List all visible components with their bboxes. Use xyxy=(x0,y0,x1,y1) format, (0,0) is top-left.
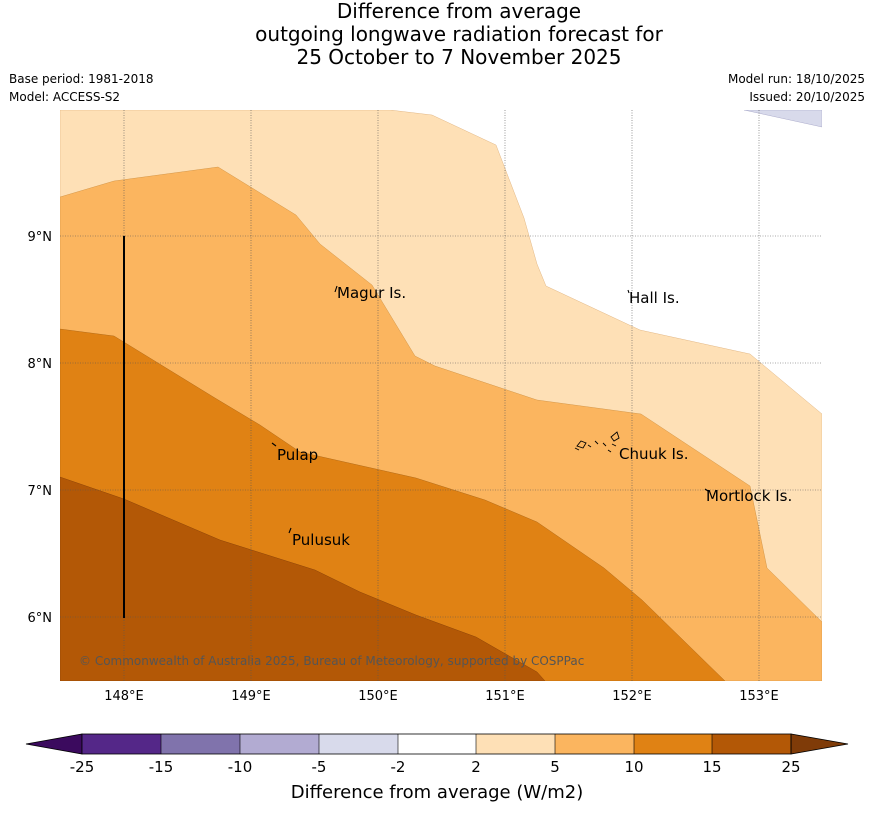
colorbar-tick-1: -25 xyxy=(70,758,95,776)
pulap-island-shape xyxy=(271,442,277,447)
title-line-2: outgoing longwave radiation forecast for xyxy=(255,22,663,46)
place-label-pulap: Pulap xyxy=(277,446,318,464)
colorbar-segment-4 xyxy=(319,734,398,754)
colorbar-segment-3 xyxy=(240,734,319,754)
gridlines xyxy=(60,110,822,681)
colorbar-segment-2 xyxy=(161,734,240,754)
place-label-magur: Magur Is. xyxy=(337,284,406,302)
contour-band-15-25 xyxy=(60,476,546,681)
meta-left: Base period: 1981-2018 Model: ACCESS-S2 xyxy=(9,70,154,106)
colorbar: -25 -15 -10 -5 -2 2 5 10 15 25 Differenc… xyxy=(25,733,849,803)
colorbar-segment-5 xyxy=(398,734,476,754)
lon-label-148e: 148°E xyxy=(104,689,144,704)
magur-island-shape xyxy=(334,285,338,293)
map-area: © Commonwealth of Australia 2025, Bureau… xyxy=(60,110,822,681)
colorbar-segment-8 xyxy=(634,734,712,754)
copyright-text: © Commonwealth of Australia 2025, Bureau… xyxy=(79,654,584,668)
pulusuk-island-shape xyxy=(288,527,292,534)
title-line-1: Difference from average xyxy=(336,0,582,23)
colorbar-tick-9: 15 xyxy=(702,758,721,776)
chuuk-lagoon-shape xyxy=(574,431,620,453)
colorbar-tick-7: 5 xyxy=(550,758,560,776)
lat-label-8n: 8°N xyxy=(28,357,53,372)
lon-label-152e: 152°E xyxy=(612,689,652,704)
lat-label-9n: 9°N xyxy=(28,230,53,245)
title-line-3: 25 October to 7 November 2025 xyxy=(296,45,622,69)
model-run: Model run: 18/10/2025 xyxy=(727,72,865,86)
colorbar-tick-8: 10 xyxy=(624,758,643,776)
colorbar-extend-low xyxy=(25,733,83,755)
colorbar-dividers xyxy=(160,734,713,754)
lon-labels: 148°E 149°E 150°E 151°E 152°E 153°E xyxy=(104,689,779,704)
place-label-mortlock: Mortlock Is. xyxy=(706,487,792,505)
colorbar-tick-2: -15 xyxy=(149,758,174,776)
colorbar-ticks: -25 -15 -10 -5 -2 2 5 10 15 25 xyxy=(70,758,801,776)
colorbar-segment-9 xyxy=(712,734,791,754)
colorbar-segment-6 xyxy=(476,734,555,754)
island-shapes xyxy=(271,285,709,534)
lon-label-151e: 151°E xyxy=(485,689,525,704)
colorbar-tick-6: 2 xyxy=(471,758,481,776)
negative-anomaly-wedge xyxy=(743,110,822,128)
place-label-hall: Hall Is. xyxy=(629,289,680,307)
meta-right: Model run: 18/10/2025 Issued: 20/10/2025 xyxy=(728,70,865,106)
lon-label-149e: 149°E xyxy=(231,689,271,704)
colorbar-segment-1 xyxy=(82,734,161,754)
colorbar-tick-4: -5 xyxy=(312,758,327,776)
colorbar-outline xyxy=(81,733,792,755)
place-label-pulusuk: Pulusuk xyxy=(292,531,350,549)
lat-labels: 9°N 8°N 7°N 6°N xyxy=(28,230,53,626)
lat-label-6n: 6°N xyxy=(28,611,53,626)
colorbar-tick-5: -2 xyxy=(391,758,406,776)
lon-label-153e: 153°E xyxy=(739,689,779,704)
place-labels: Magur Is. Hall Is. Pulap Chuuk Is. Mortl… xyxy=(277,284,792,549)
chart-title: Difference from average outgoing longwav… xyxy=(0,0,873,69)
lat-label-7n: 7°N xyxy=(28,484,53,499)
base-period: Base period: 1981-2018 xyxy=(9,72,154,86)
colorbar-tick-10: 25 xyxy=(781,758,800,776)
model-name: Model: ACCESS-S2 xyxy=(9,90,121,104)
colorbar-segment-7 xyxy=(555,734,634,754)
hall-island-shape xyxy=(627,289,630,294)
colorbar-label: Difference from average (W/m2) xyxy=(291,782,583,803)
colorbar-extend-high xyxy=(790,733,849,755)
lon-label-150e: 150°E xyxy=(358,689,398,704)
colorbar-tick-3: -10 xyxy=(228,758,253,776)
place-label-chuuk: Chuuk Is. xyxy=(619,445,688,463)
issued-date: Issued: 20/10/2025 xyxy=(749,90,865,104)
mortlock-island-shape xyxy=(704,488,709,492)
